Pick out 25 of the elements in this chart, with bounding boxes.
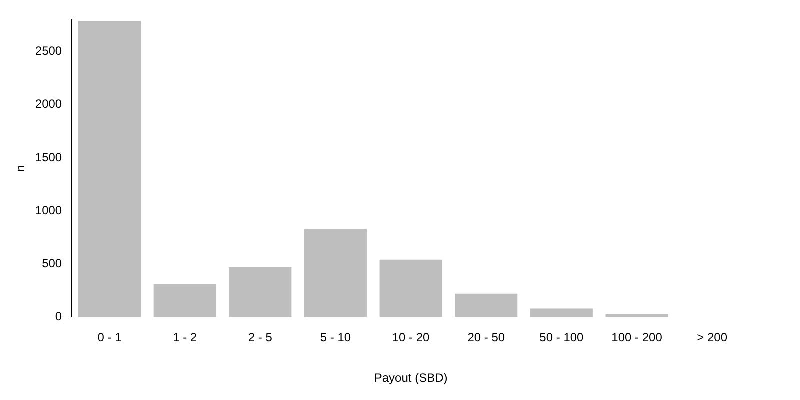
bar <box>606 314 668 318</box>
x-axis-title: Payout (SBD) <box>374 371 448 386</box>
x-tick-label: 5 - 10 <box>320 330 352 345</box>
x-tick-label: 2 - 5 <box>248 330 273 345</box>
bar <box>154 284 216 318</box>
y-tick-label: 2500 <box>35 44 62 58</box>
y-tick-label: 2000 <box>35 97 62 112</box>
x-tick-label: > 200 <box>697 330 728 345</box>
bar <box>78 21 142 318</box>
y-tick-label: 1000 <box>35 203 62 218</box>
x-tick-label: 50 - 100 <box>540 330 584 345</box>
bar <box>229 267 292 318</box>
x-tick-label: 100 - 200 <box>612 330 663 345</box>
bar <box>380 260 442 318</box>
y-tick-label: 500 <box>42 256 62 270</box>
bar <box>530 308 593 318</box>
y-tick-label: 1500 <box>35 150 62 164</box>
x-tick-label: 1 - 2 <box>173 330 198 345</box>
y-tick-label: 0 <box>55 310 62 324</box>
bar <box>455 294 518 318</box>
y-axis-title: n <box>14 165 28 172</box>
x-tick-label: 20 - 50 <box>468 330 506 345</box>
bar <box>304 229 367 318</box>
x-tick-label: 0 - 1 <box>98 330 122 345</box>
x-tick-label: 10 - 20 <box>392 330 430 345</box>
